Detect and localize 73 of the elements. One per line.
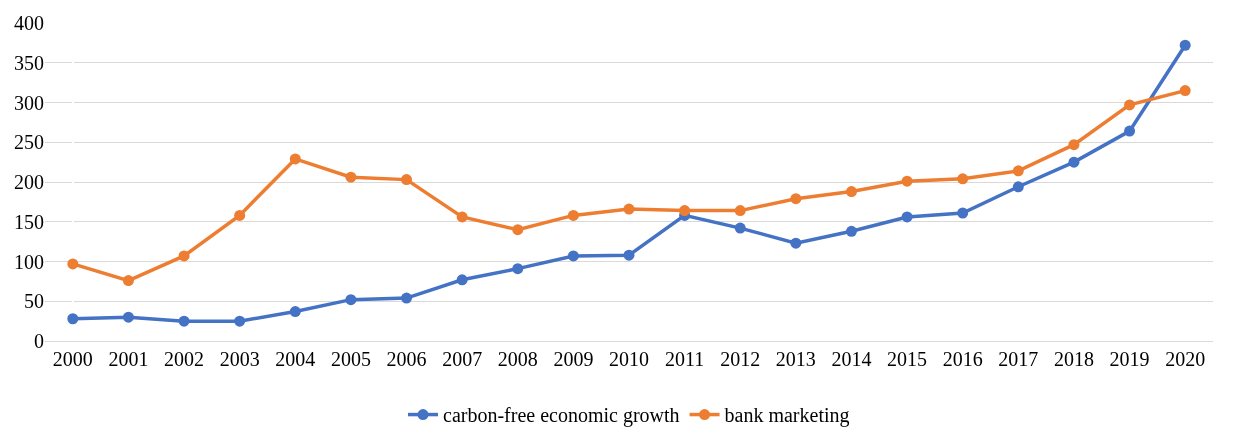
point [289, 306, 301, 318]
point [679, 205, 691, 217]
point [401, 174, 413, 186]
y-tick-label: 150 [14, 210, 44, 233]
point [67, 313, 79, 325]
point [456, 211, 468, 223]
point [790, 237, 802, 249]
point [1012, 165, 1024, 177]
point [790, 193, 802, 205]
x-tick-label: 2001 [108, 348, 149, 370]
x-tick-label: 2009 [553, 348, 594, 370]
x-tick-label: 2017 [998, 348, 1039, 370]
point [1179, 39, 1191, 51]
point [901, 211, 913, 223]
x-tick-label: 2013 [775, 348, 816, 370]
y-tick-label: 0 [34, 330, 44, 352]
x-tick-label: 2016 [942, 348, 983, 370]
point [234, 209, 246, 221]
x-tick-label: 2012 [720, 348, 761, 370]
point [512, 224, 524, 236]
point [345, 171, 357, 183]
point [1124, 125, 1136, 137]
point [734, 222, 746, 234]
point [401, 292, 413, 304]
x-tick-label: 2010 [609, 348, 649, 370]
point [1068, 139, 1080, 151]
point [567, 250, 579, 262]
y-tick-label: 100 [14, 250, 44, 273]
point [234, 315, 246, 327]
x-tick-label: 2007 [442, 348, 483, 370]
x-tick-label: 2006 [386, 348, 427, 370]
x-tick-label: 2015 [887, 348, 928, 370]
y-tick-label: 350 [14, 51, 44, 74]
legend-label: carbon-free economic growth [443, 404, 680, 428]
x-tick-label: 2020 [1165, 348, 1206, 370]
point [1124, 99, 1136, 111]
x-tick-label: 2002 [164, 348, 205, 370]
legend-label: bank marketing [724, 404, 850, 428]
point [122, 311, 134, 323]
point [957, 207, 969, 219]
point [623, 203, 635, 215]
x-tick-label: 2019 [1109, 348, 1150, 370]
y-tick-label: 400 [14, 12, 44, 34]
point [567, 209, 579, 221]
point [345, 294, 357, 306]
point [1012, 181, 1024, 193]
x-tick-label: 2011 [664, 348, 705, 370]
point [734, 205, 746, 217]
point [901, 175, 913, 187]
y-tick-label: 250 [14, 131, 44, 154]
x-tick-label: 2000 [52, 348, 93, 370]
point [289, 153, 301, 165]
y-tick-label: 50 [24, 290, 44, 313]
point [67, 258, 79, 270]
point [178, 250, 190, 262]
point [845, 186, 857, 198]
point [456, 274, 468, 286]
x-tick-label: 2018 [1053, 348, 1094, 370]
point [845, 225, 857, 237]
point [623, 249, 635, 261]
y-tick-label: 300 [14, 91, 44, 114]
point [512, 263, 524, 275]
point [1179, 85, 1191, 97]
point [178, 315, 190, 327]
x-tick-label: 2014 [831, 348, 872, 370]
point [1068, 156, 1080, 168]
x-tick-label: 2004 [275, 348, 316, 370]
y-tick-label: 200 [14, 171, 44, 193]
point [957, 173, 969, 185]
x-tick-label: 2008 [497, 348, 538, 370]
x-tick-label: 2003 [219, 348, 260, 370]
x-tick-label: 2005 [330, 348, 371, 370]
point [122, 275, 134, 287]
